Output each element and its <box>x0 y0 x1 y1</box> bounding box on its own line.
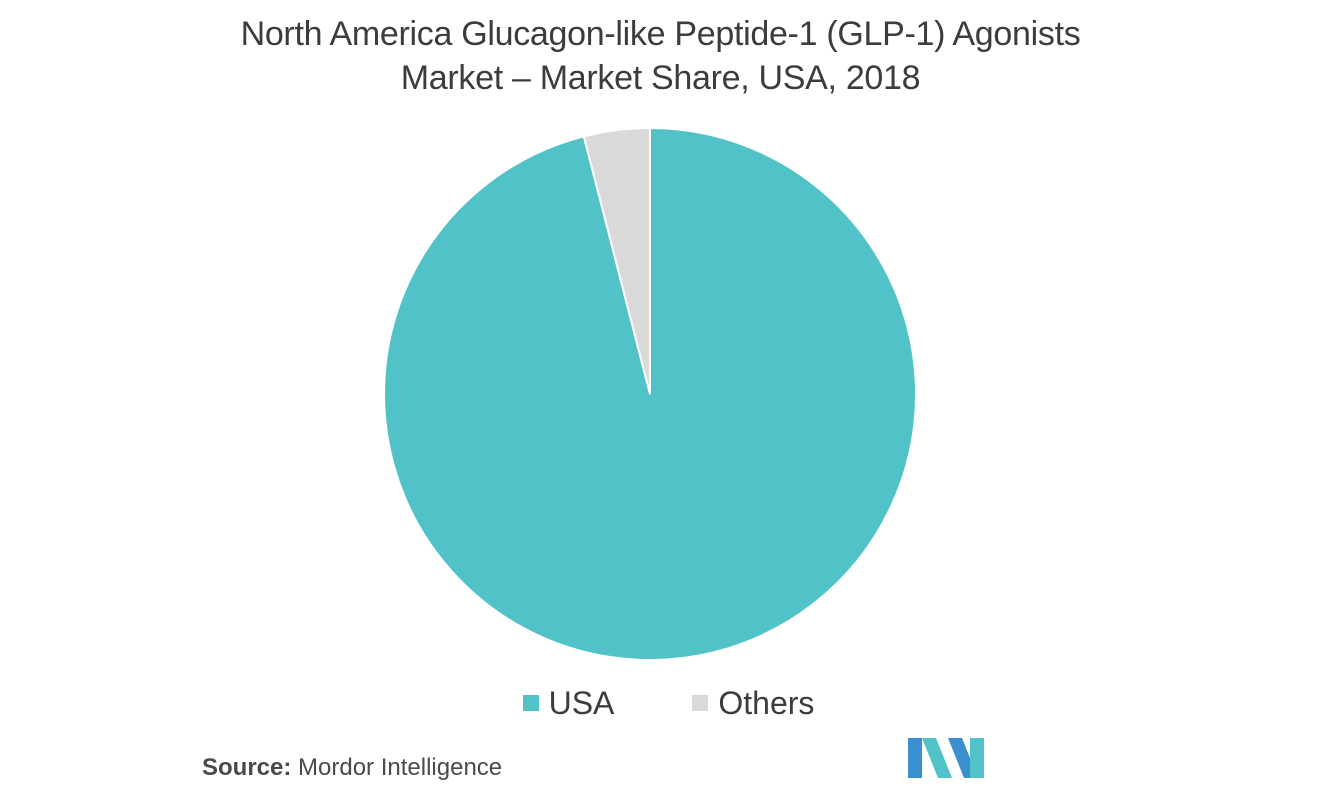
mordor-intelligence-logo-icon <box>908 738 984 778</box>
source-note: Source: Mordor Intelligence <box>202 752 502 784</box>
chart-legend: USA Others <box>0 683 1321 723</box>
pie-slice-others <box>582 126 651 395</box>
legend-swatch-others <box>692 695 709 711</box>
source-label: Source: <box>202 754 292 781</box>
legend-swatch-usa <box>522 695 539 711</box>
source-text: Mordor Intelligence <box>298 754 503 781</box>
logo-right-bar <box>970 738 984 778</box>
legend-item-usa: USA <box>522 683 615 723</box>
logo-left-diagonal <box>922 738 952 778</box>
chart-title-line-1: North America Glucagon-like Peptide-1 (G… <box>240 15 1081 53</box>
chart-title: North America Glucagon-like Peptide-1 (G… <box>0 12 1321 100</box>
legend-item-others: Others <box>692 683 814 723</box>
chart-title-line-2: Market – Market Share, USA, 2018 <box>400 59 921 97</box>
legend-label-others: Others <box>718 685 815 721</box>
logo-left-bar <box>908 738 922 778</box>
legend-label-usa: USA <box>548 685 615 721</box>
